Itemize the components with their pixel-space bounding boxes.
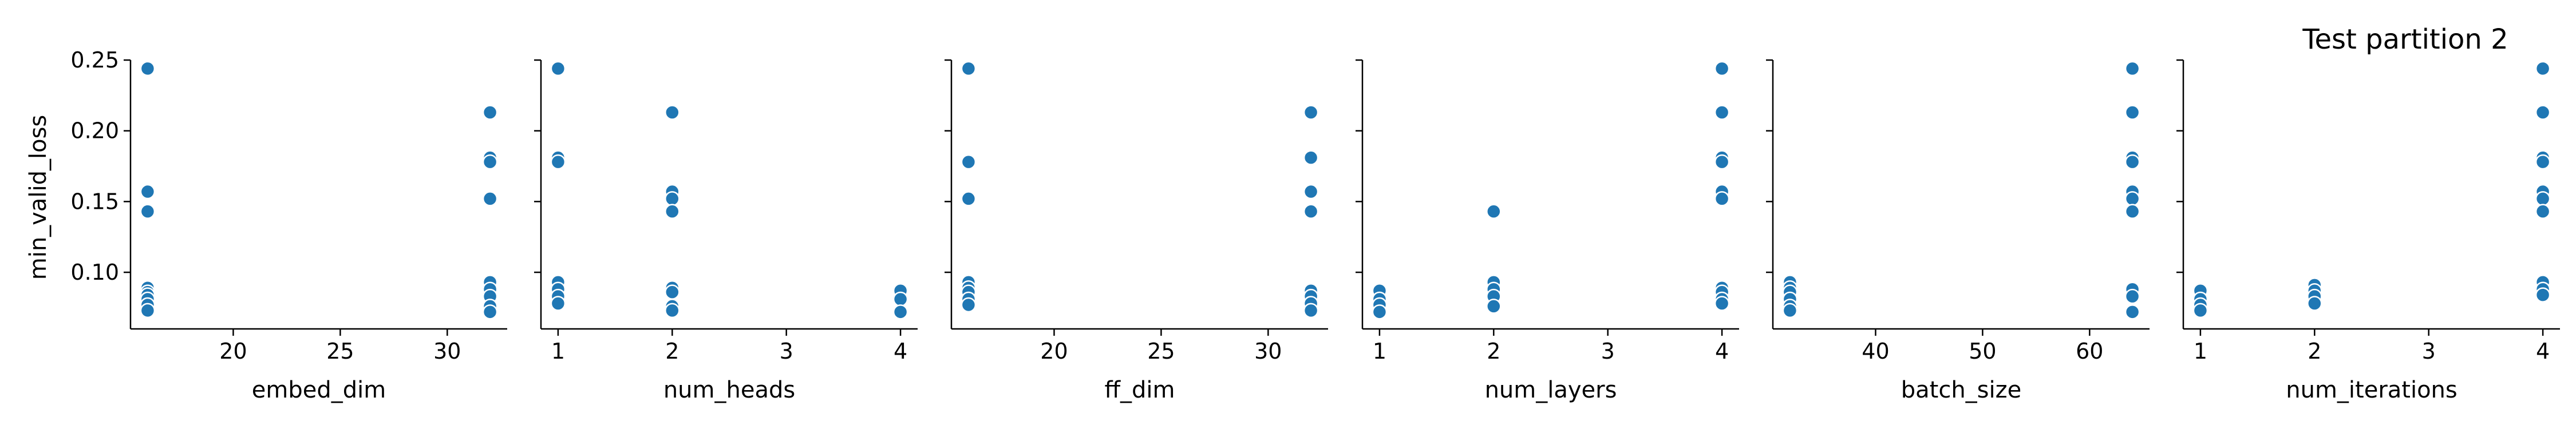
data-point [1714, 191, 1730, 206]
x-tick-label: 60 [2076, 339, 2103, 364]
data-point [1714, 154, 1730, 170]
data-point [892, 304, 908, 320]
data-point [961, 61, 977, 77]
data-point [2307, 296, 2322, 311]
x-tick-label: 3 [780, 339, 793, 364]
data-point [140, 61, 156, 77]
x-tick-label: 1 [2194, 339, 2207, 364]
data-point [482, 304, 498, 320]
x-axis-label: batch_size [1901, 377, 2022, 403]
x-tick-label: 3 [1601, 339, 1615, 364]
data-point [961, 297, 977, 313]
data-point [1303, 303, 1319, 319]
data-point [1714, 105, 1730, 120]
panel-num_layers: 1 2 3 4 num_layers [1356, 59, 1739, 403]
data-point [1372, 304, 1388, 320]
x-tick-label: 2 [665, 339, 679, 364]
y-tick-label: 0.15 [70, 189, 119, 214]
data-point [665, 204, 680, 219]
x-tick-label: 2 [2308, 339, 2321, 364]
data-point [961, 154, 977, 170]
data-point [2192, 303, 2208, 319]
y-tick-label: 0.10 [70, 260, 119, 285]
x-tick-label: 1 [1373, 339, 1386, 364]
panel-num_heads: 1 2 3 4 num_heads [534, 59, 918, 403]
x-axis-label: num_heads [663, 377, 795, 403]
x-tick-label: 30 [433, 339, 461, 364]
data-point [2535, 287, 2551, 303]
x-tick-label: 40 [1862, 339, 1889, 364]
data-point [1303, 105, 1319, 120]
data-point [892, 291, 908, 307]
data-point [665, 284, 680, 300]
data-point [140, 303, 156, 319]
panel-embed_dim: 0.10 0.15 0.20 0.25 20 25 30 embed_dim [70, 47, 507, 403]
data-point [1486, 299, 1502, 314]
data-point [1714, 296, 1730, 311]
data-point [550, 296, 566, 311]
data-point [1303, 184, 1319, 200]
data-point [2535, 61, 2551, 77]
data-point [1486, 204, 1502, 219]
x-tick-label: 4 [2536, 339, 2550, 364]
x-tick-label: 25 [326, 339, 354, 364]
x-axis-label: num_iterations [2286, 377, 2458, 403]
y-tick-label: 0.25 [70, 47, 119, 73]
data-point [140, 204, 156, 219]
x-axis-label: num_layers [1485, 377, 1617, 403]
y-tick-label: 0.20 [70, 118, 119, 144]
x-tick-label: 4 [894, 339, 907, 364]
x-tick-label: 4 [1715, 339, 1729, 364]
data-point [2124, 105, 2140, 120]
data-point [2124, 61, 2140, 77]
y-axis-label: min_valid_loss [25, 115, 52, 280]
x-tick-label: 1 [551, 339, 565, 364]
x-tick-label: 20 [219, 339, 247, 364]
x-tick-label: 25 [1147, 339, 1175, 364]
data-point [2535, 191, 2551, 206]
data-point [482, 191, 498, 206]
data-point [665, 303, 680, 319]
data-point [2535, 105, 2551, 120]
data-point [2124, 304, 2140, 320]
data-point [482, 154, 498, 170]
chart-title: Test partition 2 [2302, 23, 2508, 55]
data-point [550, 154, 566, 170]
x-tick-label: 3 [2422, 339, 2436, 364]
data-point [665, 191, 680, 206]
data-point [1782, 303, 1798, 319]
panels-group: 0.10 0.15 0.20 0.25 20 25 30 embed_dim 1 2 3 4 num_h… [70, 47, 2560, 403]
data-point [140, 184, 156, 200]
x-tick-label: 2 [1487, 339, 1500, 364]
data-point [2535, 154, 2551, 170]
panel-batch_size: 40 50 60 batch_size [1766, 59, 2150, 403]
x-tick-label: 20 [1040, 339, 1068, 364]
data-point [961, 191, 977, 206]
data-point [2124, 154, 2140, 170]
data-point [1303, 204, 1319, 219]
x-tick-label: 30 [1254, 339, 1282, 364]
data-point [1714, 61, 1730, 77]
data-point [2124, 288, 2140, 304]
data-point [550, 61, 566, 77]
data-point [482, 105, 498, 120]
panel-ff_dim: 20 25 30 ff_dim [945, 59, 1328, 403]
data-point [1303, 150, 1319, 165]
panel-num_iterations: 1 2 3 4 num_iterations [2176, 59, 2560, 403]
data-point [2124, 191, 2140, 206]
data-point [2535, 204, 2551, 219]
data-point [2124, 204, 2140, 219]
x-tick-label: 50 [1969, 339, 1996, 364]
x-axis-label: ff_dim [1104, 377, 1175, 403]
x-axis-label: embed_dim [252, 377, 386, 403]
data-point [665, 105, 680, 120]
